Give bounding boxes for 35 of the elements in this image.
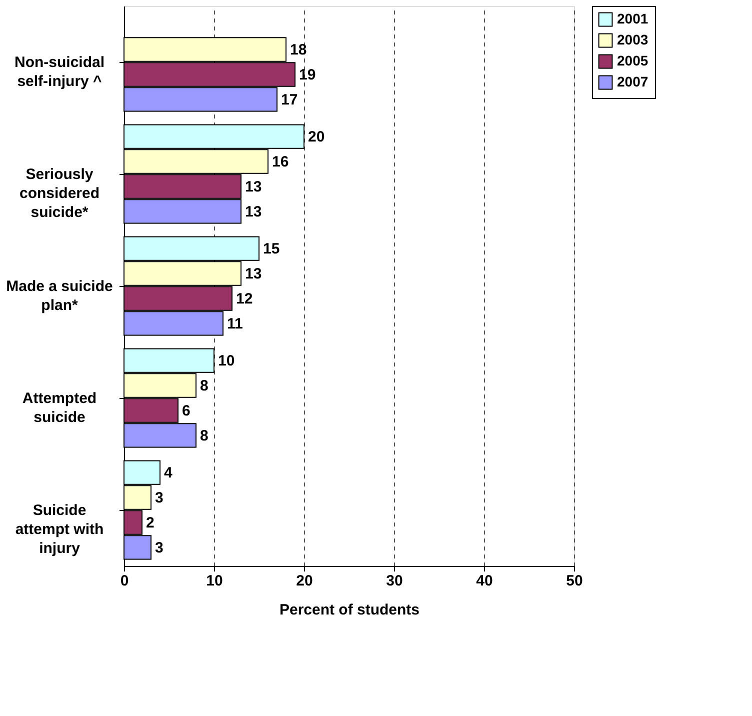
data-label: 13: [245, 266, 262, 283]
data-label: 17: [281, 91, 298, 108]
data-label: 12: [236, 290, 253, 308]
x-tick-label: 10: [206, 572, 223, 590]
legend-label: 2005: [617, 52, 648, 68]
y-tick-label: Non-suicidal self-injury ^: [14, 54, 105, 90]
data-label: 8: [200, 427, 208, 444]
data-label: 8: [200, 378, 208, 395]
data-label: 16: [272, 154, 289, 171]
legend-label: 2003: [617, 32, 648, 48]
data-label: 3: [155, 490, 164, 507]
data-label: 6: [182, 402, 190, 420]
y-tick-label: Suicide attempt with injury: [15, 502, 104, 557]
y-tick-label: Made a suicide plan*: [6, 278, 113, 314]
data-label: 2: [146, 514, 154, 532]
data-label: 18: [290, 42, 307, 59]
x-tick-label: 0: [120, 572, 129, 590]
x-tick-label: 20: [296, 572, 313, 590]
data-label: 10: [218, 352, 235, 370]
data-label: 13: [245, 203, 262, 220]
x-tick-label: 50: [566, 572, 583, 590]
legend-label: 2001: [617, 10, 648, 26]
data-label: 11: [227, 315, 243, 332]
x-tick-label: 30: [386, 572, 403, 590]
data-label: 13: [245, 178, 262, 196]
data-label: 3: [155, 539, 164, 556]
data-label: 15: [263, 240, 280, 258]
data-label: 20: [308, 128, 325, 146]
x-tick-label: 40: [476, 572, 493, 590]
x-axis-title: Percent of students: [279, 602, 420, 618]
y-tick-label: Seriously considered suicide*: [19, 166, 100, 221]
data-label: 4: [164, 464, 173, 482]
legend-label: 2007: [617, 74, 648, 90]
y-tick-label: Attempted suicide: [22, 390, 97, 426]
data-label: 19: [299, 66, 316, 84]
